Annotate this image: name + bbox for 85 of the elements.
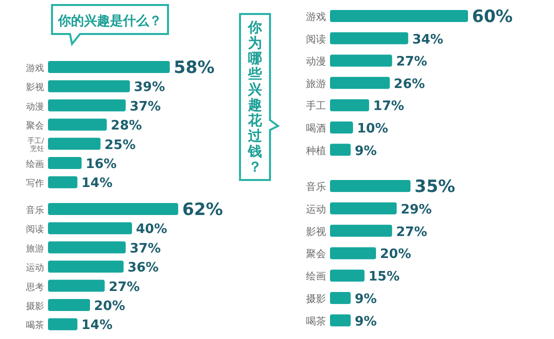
data-label: 37%	[130, 241, 161, 256]
data-label: 28%	[110, 118, 142, 134]
data-label: 39%	[134, 80, 166, 96]
y-tick-label: 影视	[306, 226, 326, 238]
y-tick-label: 喝茶	[306, 315, 326, 328]
data-label: 35%	[414, 177, 456, 197]
bar	[48, 138, 100, 150]
data-label: 9%	[354, 292, 377, 307]
y-tick-label: 喝酒	[306, 122, 326, 134]
data-label: 20%	[94, 299, 126, 314]
y-tick-label: 运动	[26, 262, 44, 274]
bar	[330, 122, 353, 134]
data-label: 9%	[354, 144, 377, 159]
bar	[48, 61, 170, 73]
bar	[48, 280, 105, 292]
y-tick-label: 旅游	[306, 78, 326, 90]
bar	[48, 222, 132, 234]
bar	[48, 99, 126, 112]
bar	[330, 32, 408, 44]
data-label: 27%	[396, 224, 428, 240]
bar	[330, 76, 390, 89]
chart-title: 你的兴趣是什么？	[57, 13, 162, 29]
bar	[330, 247, 376, 260]
y-tick-label: 手工	[306, 100, 326, 112]
data-label: 29%	[400, 202, 432, 218]
data-label: 60%	[472, 7, 513, 27]
y-tick-label: 思考	[25, 282, 44, 293]
bar	[330, 292, 351, 304]
bar	[330, 54, 392, 67]
data-label: 20%	[380, 247, 412, 262]
bar	[330, 314, 351, 326]
bar	[48, 157, 82, 169]
y-tick-label: 摄影	[306, 293, 326, 305]
bar	[48, 260, 124, 273]
chart-title: 你为哪些兴趣花过钱？	[248, 20, 262, 176]
bar	[330, 202, 397, 214]
data-label: 40%	[136, 222, 168, 238]
bar	[330, 180, 410, 192]
data-label: 10%	[357, 122, 388, 136]
data-label: 17%	[373, 99, 404, 114]
y-tick-label: 写作	[26, 178, 44, 190]
y-tick-label: 运动	[306, 203, 326, 216]
y-tick-label: 影视	[26, 82, 44, 94]
y-tick-label: 游戏	[26, 63, 44, 74]
bar	[48, 241, 126, 254]
data-label: 27%	[108, 280, 140, 295]
data-label: 14%	[81, 318, 113, 334]
y-tick-label: 聚会	[306, 248, 326, 260]
bar	[48, 318, 78, 330]
y-tick-label: 聚会	[26, 120, 44, 132]
y-tick-label: 绘画	[306, 270, 326, 283]
bar	[48, 80, 130, 92]
y-tick-label: 动漫	[26, 101, 44, 112]
bar	[48, 203, 178, 215]
data-label: 37%	[130, 99, 161, 114]
data-label: 16%	[86, 157, 117, 172]
bar	[330, 10, 468, 22]
bar	[330, 144, 351, 156]
y-tick-label: 旅游	[26, 243, 44, 254]
data-label: 25%	[104, 138, 136, 153]
data-label: 14%	[81, 176, 113, 192]
y-tick-label: 音乐	[26, 205, 44, 216]
data-label: 26%	[394, 76, 425, 92]
y-tick-label: 种植	[306, 144, 326, 157]
data-label: 27%	[396, 54, 428, 70]
bar	[48, 118, 107, 131]
y-tick-label: 游戏	[306, 11, 326, 23]
data-label: 15%	[368, 270, 400, 285]
y-tick-label: 动漫	[306, 56, 326, 68]
y-tick-label: 摄影	[26, 301, 44, 312]
y-tick-label: 阅读	[26, 224, 44, 236]
data-label: 36%	[128, 260, 159, 276]
y-tick-label: 音乐	[306, 181, 326, 193]
data-label: 62%	[182, 200, 223, 220]
bar	[48, 299, 90, 311]
data-label: 58%	[174, 58, 215, 78]
y-tick-label: 喝茶	[26, 320, 44, 332]
bar	[330, 270, 364, 282]
bar	[330, 224, 392, 237]
bar	[48, 176, 78, 188]
data-label: 34%	[412, 32, 444, 48]
y-tick-label: 绘画	[26, 159, 44, 170]
bar	[330, 99, 370, 112]
data-label: 9%	[354, 314, 377, 330]
y-tick-label: 阅读	[306, 33, 326, 46]
